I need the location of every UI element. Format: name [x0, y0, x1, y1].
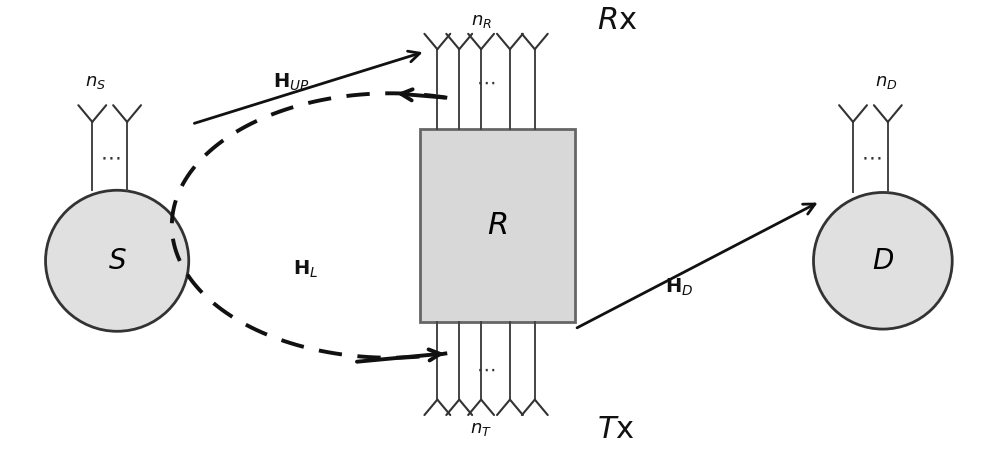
Text: $R\mathrm{x}$: $R\mathrm{x}$: [597, 6, 638, 35]
Text: $\cdots$: $\cdots$: [100, 147, 120, 167]
Text: $n_S$: $n_S$: [85, 73, 106, 91]
Ellipse shape: [813, 193, 952, 329]
Text: $n_R$: $n_R$: [471, 12, 492, 30]
Text: $\mathbf{H}_L$: $\mathbf{H}_L$: [293, 259, 319, 280]
Text: $\cdots$: $\cdots$: [476, 359, 496, 378]
Text: $T\mathrm{x}$: $T\mathrm{x}$: [597, 414, 635, 444]
Text: $\cdots$: $\cdots$: [861, 147, 881, 167]
Text: $\cdots$: $\cdots$: [476, 73, 496, 92]
Text: $n_D$: $n_D$: [875, 73, 897, 91]
Text: $n_T$: $n_T$: [470, 420, 492, 438]
Ellipse shape: [46, 190, 189, 331]
Text: $R$: $R$: [487, 211, 508, 240]
Text: $\mathbf{H}_{UP}$: $\mathbf{H}_{UP}$: [273, 72, 310, 93]
Text: $S$: $S$: [108, 247, 127, 275]
Bar: [420, 129, 575, 323]
Text: $\mathbf{H}_D$: $\mathbf{H}_D$: [665, 277, 693, 298]
Text: $D$: $D$: [872, 247, 894, 275]
